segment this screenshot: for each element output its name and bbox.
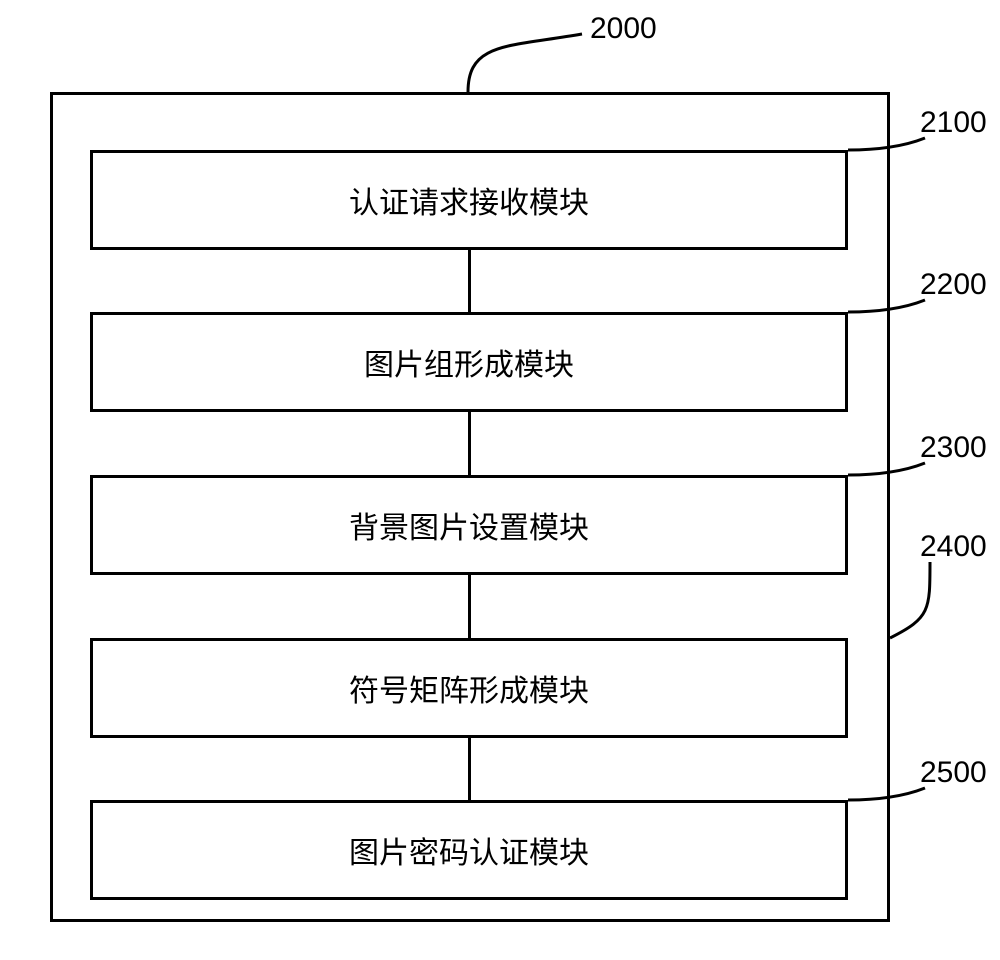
- module-box-2100: 认证请求接收模块: [90, 150, 848, 250]
- connector-3: [468, 738, 471, 800]
- connector-1: [468, 412, 471, 475]
- ref-label-2200: 2200: [920, 268, 987, 302]
- ref-label-2100: 2100: [920, 106, 987, 140]
- connector-0: [468, 250, 471, 312]
- module-box-2200: 图片组形成模块: [90, 312, 848, 412]
- ref-label-2400: 2400: [920, 530, 987, 564]
- ref-label-2000: 2000: [590, 12, 657, 46]
- ref-label-2300: 2300: [920, 431, 987, 465]
- module-box-2300: 背景图片设置模块: [90, 475, 848, 575]
- ref-label-2500: 2500: [920, 756, 987, 790]
- module-box-2500: 图片密码认证模块: [90, 800, 848, 900]
- connector-2: [468, 575, 471, 638]
- module-box-2400: 符号矩阵形成模块: [90, 638, 848, 738]
